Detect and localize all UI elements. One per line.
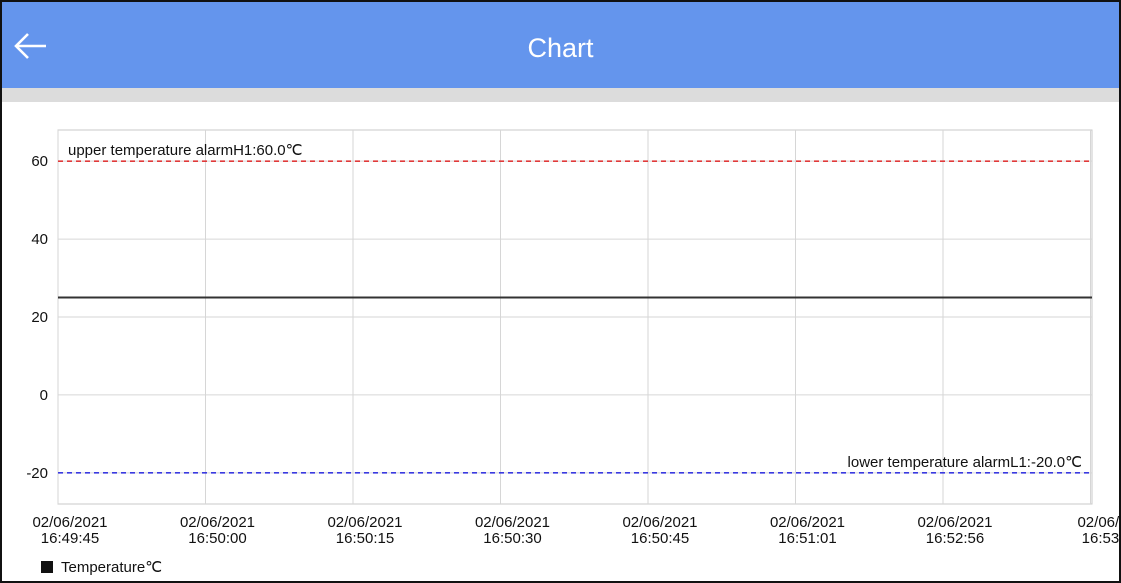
threshold-label: lower temperature alarmL1:-20.0℃ [848,454,1082,471]
x-tick-label-time: 16:50:15 [336,530,394,547]
legend-swatch-temperature [41,561,53,573]
legend-label-temperature: Temperature℃ [61,559,163,576]
x-tick-label-time: 16:50:30 [483,530,541,547]
y-tick-label: -20 [26,465,48,482]
x-tick-label-date: 02/06/2 [1077,514,1119,531]
chart-legend: Temperature℃ [41,557,162,577]
x-tick-label-date: 02/06/2021 [917,514,992,531]
x-tick-label-time: 16:50:00 [188,530,246,547]
back-button[interactable] [10,24,54,68]
x-tick-label-date: 02/06/2021 [327,514,402,531]
x-tick-label-date: 02/06/2021 [32,514,107,531]
arrow-left-icon [14,33,46,59]
x-tick-label-date: 02/06/2021 [475,514,550,531]
x-tick-label-date: 02/06/2021 [622,514,697,531]
x-tick-label-date: 02/06/2021 [180,514,255,531]
y-tick-label: 20 [31,309,48,326]
x-tick-label-time: 16:53: [1082,530,1119,547]
y-tick-label: 60 [31,153,48,170]
y-tick-label: 0 [40,387,48,404]
x-tick-label-time: 16:52:56 [926,530,984,547]
x-tick-label-date: 02/06/2021 [770,514,845,531]
x-tick-label-time: 16:49:45 [41,530,99,547]
threshold-label: upper temperature alarmH1:60.0℃ [68,142,302,159]
x-tick-label-time: 16:50:45 [631,530,689,547]
x-tick-label-time: 16:51:01 [778,530,836,547]
header-divider [2,88,1119,102]
y-tick-label: 40 [31,231,48,248]
